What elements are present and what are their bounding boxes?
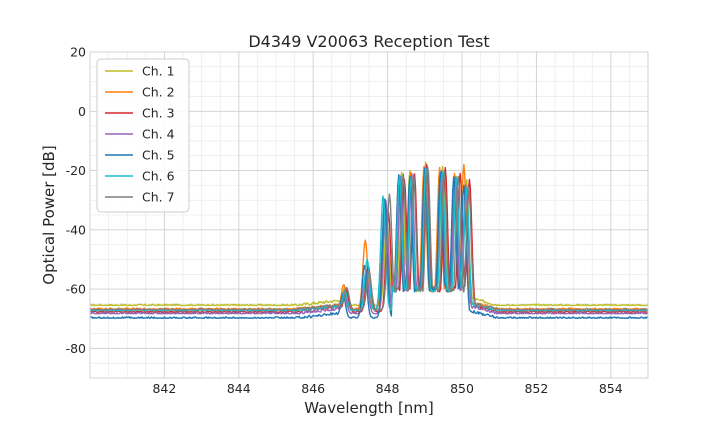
x-tick-label: 850 <box>450 381 474 396</box>
x-tick-labels: 842 844 846 848 850 852 854 <box>152 381 622 396</box>
x-tick-label: 854 <box>599 381 623 396</box>
legend-label: Ch. 5 <box>142 148 175 163</box>
legend-label: Ch. 2 <box>142 85 175 100</box>
x-tick-label: 842 <box>152 381 176 396</box>
series-line-ch-7 <box>89 165 649 311</box>
x-tick-label: 848 <box>376 381 400 396</box>
legend-label: Ch. 3 <box>142 106 175 121</box>
legend: Ch. 1 Ch. 2 Ch. 3 Ch. 4 Ch. 5 Ch. 6 Ch. 7 <box>96 58 190 213</box>
legend-label: Ch. 6 <box>142 169 175 184</box>
y-tick-label: 20 <box>70 45 86 60</box>
plot-frame <box>89 51 649 379</box>
y-tick-label: -40 <box>66 222 86 237</box>
y-tick-label: -60 <box>66 282 86 297</box>
chart-title: D4349 V20063 Reception Test <box>248 32 489 51</box>
legend-label: Ch. 4 <box>142 127 175 142</box>
y-tick-labels: -80 -60 -40 -20 0 20 <box>66 45 86 356</box>
legend-box <box>96 58 190 213</box>
x-tick-label: 852 <box>524 381 548 396</box>
x-tick-label: 844 <box>227 381 251 396</box>
legend-label: Ch. 1 <box>142 64 175 79</box>
y-tick-label: -20 <box>66 163 86 178</box>
legend-label: Ch. 7 <box>142 190 175 205</box>
series-line-ch-5 <box>89 168 649 319</box>
x-axis-label: Wavelength [nm] <box>304 399 434 417</box>
x-tick-label: 846 <box>301 381 325 396</box>
series-group <box>89 161 649 319</box>
series-line-ch-4 <box>89 166 648 315</box>
y-axis-label: Optical Power [dB] <box>40 145 58 284</box>
y-tick-label: -80 <box>66 341 86 356</box>
y-tick-label: 0 <box>78 104 86 119</box>
